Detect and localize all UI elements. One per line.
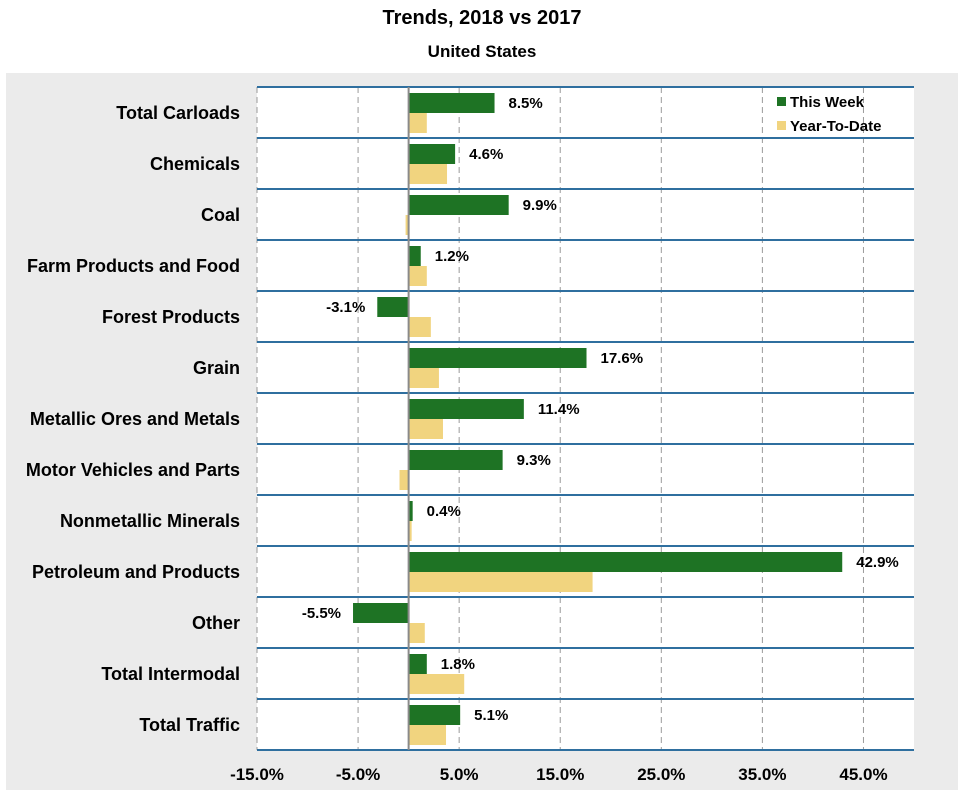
x-tick-label-3: 15.0% [536,765,584,784]
bar-this-week-total-traffic [408,705,461,725]
legend-label-year-to-date: Year-To-Date [790,118,881,135]
bar-this-week-forest-products [377,297,409,317]
bar-year-to-date-total-traffic [408,725,447,745]
bar-year-to-date-metallic-ores-and-metals [408,419,443,439]
category-label-total-carloads: Total Carloads [116,103,240,123]
category-label-coal: Coal [201,205,240,225]
bar-year-to-date-motor-vehicles-and-parts [399,470,409,490]
bar-year-to-date-nonmetallic-minerals [408,521,412,541]
legend: This Week Year-To-Date [777,94,881,135]
bar-this-week-metallic-ores-and-metals [408,399,524,419]
data-label-total-intermodal: 1.8% [441,656,475,673]
category-label-chemicals: Chemicals [150,154,240,174]
bar-year-to-date-petroleum-and-products [408,572,593,592]
category-label-total-intermodal: Total Intermodal [101,664,240,684]
bar-this-week-coal [408,195,509,215]
data-label-metallic-ores-and-metals: 11.4% [538,401,580,418]
bar-year-to-date-total-intermodal [408,674,465,694]
bar-year-to-date-other [408,623,425,643]
legend-label-this-week: This Week [790,94,865,111]
bar-year-to-date-farm-products-and-food [408,266,427,286]
bar-year-to-date-grain [408,368,439,388]
data-label-total-traffic: 5.1% [474,707,508,724]
category-label-farm-products-and-food: Farm Products and Food [27,256,240,276]
bar-this-week-motor-vehicles-and-parts [408,450,503,470]
category-label-other: Other [192,613,240,633]
plot-area [257,87,914,750]
x-tick-label-4: 25.0% [637,765,685,784]
category-label-nonmetallic-minerals: Nonmetallic Minerals [60,511,240,531]
x-tick-label-5: 35.0% [738,765,786,784]
legend-swatch-this-week [777,97,786,106]
bar-this-week-total-carloads [408,93,495,113]
category-label-motor-vehicles-and-parts: Motor Vehicles and Parts [26,460,240,480]
category-band-borders [257,86,914,751]
data-label-motor-vehicles-and-parts: 9.3% [517,452,551,469]
chart-subtitle: United States [428,42,537,61]
data-label-other: -5.5% [302,605,341,622]
category-label-petroleum-and-products: Petroleum and Products [32,562,240,582]
bar-this-week-total-intermodal [408,654,427,674]
x-tick-label-0: -15.0% [230,765,284,784]
x-tick-label-1: -5.0% [336,765,380,784]
data-label-forest-products: -3.1% [326,299,365,316]
bar-this-week-chemicals [408,144,456,164]
bar-year-to-date-coal [405,215,409,235]
category-label-grain: Grain [193,358,240,378]
bar-year-to-date-forest-products [408,317,431,337]
x-axis-ticks: -15.0% -5.0% 5.0% 15.0% 25.0% 35.0% 45.0% [230,765,888,784]
bar-year-to-date-chemicals [408,164,448,184]
bar-this-week-grain [408,348,587,368]
data-labels: 8.5% 4.6% 9.9% 1.2% -3.1% 17.6% 11.4% 9.3% 0.4% 4… [302,95,899,724]
bars [353,93,843,745]
data-label-nonmetallic-minerals: 0.4% [427,503,461,520]
data-label-grain: 17.6% [601,350,644,367]
category-labels: Total Carloads Chemicals Coal Farm Products… [26,103,240,735]
category-label-metallic-ores-and-metals: Metallic Ores and Metals [30,409,240,429]
bar-this-week-nonmetallic-minerals [408,501,413,521]
bar-this-week-petroleum-and-products [408,552,843,572]
legend-swatch-year-to-date [777,121,786,130]
data-label-petroleum-and-products: 42.9% [856,554,899,571]
bar-this-week-farm-products-and-food [408,246,421,266]
category-label-total-traffic: Total Traffic [139,715,240,735]
category-label-forest-products: Forest Products [102,307,240,327]
data-label-total-carloads: 8.5% [509,95,543,112]
data-label-farm-products-and-food: 1.2% [435,248,469,265]
data-label-coal: 9.9% [523,197,557,214]
x-tick-label-6: 45.0% [839,765,887,784]
x-tick-label-2: 5.0% [440,765,479,784]
chart-title: Trends, 2018 vs 2017 [382,7,581,29]
bar-year-to-date-total-carloads [408,113,427,133]
data-label-chemicals: 4.6% [469,146,503,163]
bar-this-week-other [353,603,409,623]
